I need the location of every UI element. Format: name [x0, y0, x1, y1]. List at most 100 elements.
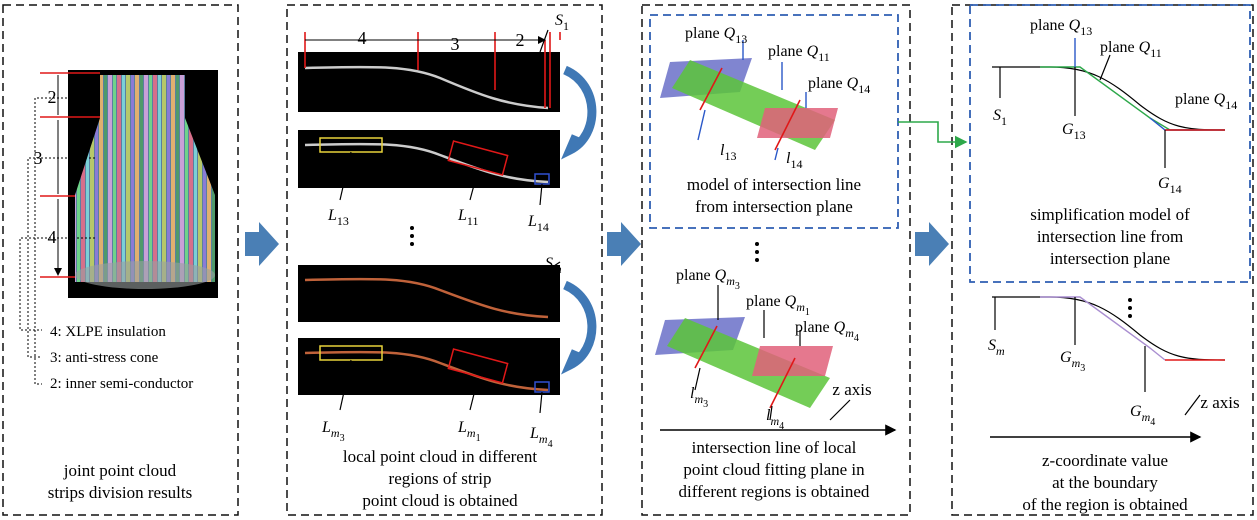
label: Lm3	[321, 419, 345, 444]
label-part: plane	[746, 293, 785, 310]
caption-line: simplification model of	[1030, 205, 1190, 224]
caption-line: joint point cloud	[63, 461, 177, 480]
label: plane Q13	[1030, 17, 1092, 38]
label: l13	[720, 142, 736, 163]
label-part: plane	[768, 43, 807, 60]
label-part: 14	[858, 82, 870, 96]
label-part: 14	[1225, 98, 1237, 112]
label-part: m	[770, 414, 779, 428]
label-part: m	[1142, 410, 1151, 424]
caption-line: of the region is obtained	[1022, 495, 1188, 514]
label-part: 13	[735, 32, 747, 46]
caption-line: model of intersection line	[687, 175, 861, 194]
label-part: G	[1060, 349, 1072, 366]
label-part: 4	[779, 421, 784, 432]
label: plane Qm1	[746, 293, 810, 318]
label-part: Q	[807, 43, 819, 60]
label-part: Q	[1069, 17, 1081, 34]
axis-label: z axis	[832, 380, 871, 399]
label: l14	[786, 150, 802, 171]
label-part: 1	[1001, 114, 1007, 128]
label-part: 11	[818, 50, 830, 64]
block-arrows	[245, 222, 949, 266]
label-part: 4	[1150, 417, 1155, 428]
label-part: 1	[805, 307, 810, 318]
label: Lm1	[457, 419, 481, 444]
label: plane Q14	[1175, 91, 1237, 112]
label-part: 11	[1150, 46, 1162, 60]
label-part: L	[327, 207, 337, 224]
label-part: plane	[676, 267, 715, 284]
legend-item: 4: XLPE insulation	[50, 324, 166, 340]
caption-line: different regions is obtained	[679, 482, 870, 501]
caption-line: strips division results	[48, 483, 193, 502]
label: L14	[527, 213, 549, 234]
label: plane Q11	[768, 43, 830, 64]
label-part: 4	[854, 333, 859, 344]
label-part: G	[1130, 403, 1142, 420]
dimension-label: 3	[34, 148, 43, 168]
label: lm4	[766, 407, 784, 432]
label-part: 14	[537, 220, 549, 234]
axis-label: z axis	[1200, 393, 1239, 412]
caption-line: from intersection plane	[695, 197, 853, 216]
label-part: m	[1072, 356, 1081, 370]
label-part: m	[845, 326, 854, 340]
label: L11	[457, 207, 478, 228]
caption-line: z-coordinate value	[1042, 451, 1168, 470]
label-part: Q	[715, 267, 727, 284]
label-part: L	[457, 419, 467, 436]
label: plane Qm4	[795, 319, 859, 344]
label-part: Q	[1139, 39, 1151, 56]
label: plane Q14	[808, 75, 870, 96]
dimension-label: 2	[48, 87, 57, 107]
diagram: 2 3 4 4: XLPE insulation 3: anti-stress cone…	[0, 0, 1257, 520]
dimension-label: 3	[451, 34, 460, 54]
label-part: L	[457, 207, 467, 224]
label-part: S	[545, 255, 553, 272]
label-part: 13	[1080, 24, 1092, 38]
label-part: 13	[724, 149, 736, 163]
label-part: L	[529, 425, 539, 442]
label-part: m	[331, 426, 340, 440]
legend-item: 3: anti-stress cone	[50, 350, 159, 366]
label-part: G	[1158, 175, 1170, 192]
label-part: m	[796, 300, 805, 314]
label: Gm3	[1060, 349, 1085, 374]
label-part: plane	[1030, 17, 1069, 34]
label-part: Q	[1214, 91, 1226, 108]
label-part: S	[555, 12, 563, 29]
dimension-label: 4	[358, 28, 367, 48]
label: G13	[1062, 121, 1086, 142]
label-part: m	[467, 426, 476, 440]
caption-line: intersection line of local	[692, 438, 857, 457]
label-part: 4	[548, 439, 553, 450]
caption-line: intersection plane	[1050, 249, 1170, 268]
label: L13	[327, 207, 349, 228]
label-part: S	[988, 337, 996, 354]
label-part: 3	[1080, 363, 1085, 374]
label: G14	[1158, 175, 1182, 196]
label-part: m	[726, 274, 735, 288]
label: S1	[555, 12, 569, 33]
label: lm3	[690, 385, 708, 410]
label-part: plane	[685, 25, 724, 42]
label-part: L	[321, 419, 331, 436]
label-part: Q	[724, 25, 736, 42]
label-part: G	[1062, 121, 1074, 138]
label-part: 14	[1170, 182, 1182, 196]
label-part: 3	[340, 433, 345, 444]
label-part: plane	[1175, 91, 1214, 108]
label-part: plane	[808, 75, 847, 92]
caption-line: local point cloud in different	[343, 447, 537, 466]
label-part: m	[539, 432, 548, 446]
label: Gm4	[1130, 403, 1155, 428]
label-part: m	[694, 392, 703, 406]
label-part: 1	[476, 433, 481, 444]
link-arrow	[898, 122, 966, 142]
label-part: 3	[735, 281, 740, 292]
label-part: plane	[1100, 39, 1139, 56]
caption-line: point cloud is obtained	[362, 491, 518, 510]
label-part: 1	[563, 19, 569, 33]
label-part: m	[553, 262, 562, 276]
